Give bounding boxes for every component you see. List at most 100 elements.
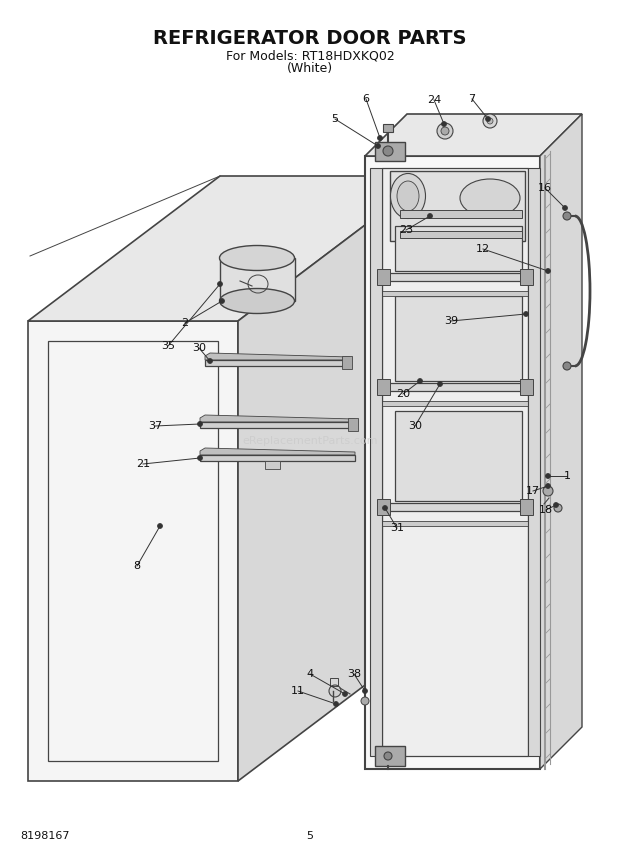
- Ellipse shape: [219, 246, 294, 270]
- Text: 31: 31: [390, 523, 404, 533]
- Text: 12: 12: [476, 244, 490, 254]
- Circle shape: [218, 282, 223, 287]
- Polygon shape: [200, 448, 355, 455]
- Text: 30: 30: [192, 343, 206, 353]
- Polygon shape: [400, 231, 522, 238]
- Ellipse shape: [391, 174, 425, 218]
- Circle shape: [198, 455, 203, 461]
- Text: 7: 7: [469, 94, 476, 104]
- Circle shape: [485, 116, 490, 122]
- Polygon shape: [377, 503, 533, 511]
- Circle shape: [563, 212, 571, 220]
- Circle shape: [428, 213, 433, 218]
- Ellipse shape: [460, 179, 520, 217]
- Polygon shape: [400, 210, 522, 218]
- Circle shape: [361, 697, 369, 705]
- Text: 24: 24: [427, 95, 441, 105]
- Text: 11: 11: [291, 686, 305, 696]
- Text: 30: 30: [408, 421, 422, 431]
- Polygon shape: [28, 176, 430, 321]
- Bar: [330, 678, 338, 686]
- Circle shape: [563, 362, 571, 370]
- Text: 4: 4: [306, 669, 314, 679]
- Circle shape: [219, 299, 224, 304]
- Polygon shape: [377, 379, 390, 395]
- Polygon shape: [200, 422, 355, 428]
- Polygon shape: [375, 746, 405, 766]
- Text: (White): (White): [287, 62, 333, 74]
- Polygon shape: [265, 461, 280, 469]
- Polygon shape: [377, 273, 533, 281]
- Ellipse shape: [219, 288, 294, 313]
- Circle shape: [546, 484, 551, 489]
- Polygon shape: [28, 321, 238, 781]
- Text: 39: 39: [444, 316, 458, 326]
- Text: eReplacementParts.com: eReplacementParts.com: [242, 436, 378, 446]
- Text: 16: 16: [538, 183, 552, 193]
- Polygon shape: [220, 258, 295, 301]
- Circle shape: [157, 524, 162, 528]
- Polygon shape: [395, 226, 522, 271]
- Circle shape: [487, 118, 493, 124]
- Circle shape: [546, 269, 551, 274]
- Polygon shape: [540, 114, 582, 769]
- Polygon shape: [377, 383, 533, 391]
- Polygon shape: [520, 499, 533, 515]
- Polygon shape: [205, 360, 350, 366]
- Text: 1: 1: [564, 471, 570, 481]
- Circle shape: [562, 205, 567, 211]
- Polygon shape: [382, 401, 528, 406]
- Polygon shape: [200, 415, 355, 422]
- Polygon shape: [528, 168, 540, 756]
- Polygon shape: [382, 291, 528, 296]
- Polygon shape: [377, 269, 390, 285]
- Circle shape: [342, 692, 347, 697]
- Circle shape: [438, 382, 443, 387]
- Text: 38: 38: [347, 669, 361, 679]
- Ellipse shape: [397, 181, 419, 211]
- Circle shape: [441, 127, 449, 135]
- Text: 5: 5: [332, 114, 339, 124]
- Polygon shape: [520, 379, 533, 395]
- Circle shape: [363, 688, 368, 693]
- Text: 2: 2: [182, 318, 188, 328]
- Circle shape: [554, 502, 559, 508]
- Circle shape: [334, 702, 339, 706]
- Circle shape: [546, 473, 551, 479]
- Text: 8198167: 8198167: [20, 831, 69, 841]
- Bar: [383, 124, 393, 132]
- Circle shape: [523, 312, 528, 317]
- Circle shape: [376, 144, 381, 148]
- Circle shape: [384, 752, 392, 760]
- Circle shape: [554, 504, 562, 512]
- Polygon shape: [395, 411, 522, 501]
- Circle shape: [208, 359, 213, 364]
- Text: 5: 5: [306, 831, 314, 841]
- Polygon shape: [382, 168, 528, 756]
- Text: 37: 37: [148, 421, 162, 431]
- Circle shape: [437, 123, 453, 139]
- Polygon shape: [238, 176, 430, 781]
- Circle shape: [383, 146, 393, 156]
- Text: 18: 18: [539, 505, 553, 515]
- Bar: [342, 356, 352, 369]
- Polygon shape: [200, 455, 355, 461]
- Circle shape: [378, 135, 383, 140]
- Polygon shape: [395, 296, 522, 381]
- Polygon shape: [205, 353, 350, 360]
- Polygon shape: [377, 499, 390, 515]
- Text: REFRIGERATOR DOOR PARTS: REFRIGERATOR DOOR PARTS: [153, 28, 467, 47]
- Text: 23: 23: [399, 225, 413, 235]
- Circle shape: [483, 114, 497, 128]
- Polygon shape: [365, 156, 540, 769]
- Polygon shape: [520, 269, 533, 285]
- Text: 8: 8: [133, 561, 141, 571]
- Circle shape: [543, 486, 553, 496]
- Circle shape: [329, 685, 341, 697]
- Text: 21: 21: [136, 459, 150, 469]
- Circle shape: [198, 421, 203, 426]
- Text: 17: 17: [526, 486, 540, 496]
- Text: 6: 6: [363, 94, 370, 104]
- Text: 35: 35: [161, 341, 175, 351]
- Circle shape: [441, 122, 446, 127]
